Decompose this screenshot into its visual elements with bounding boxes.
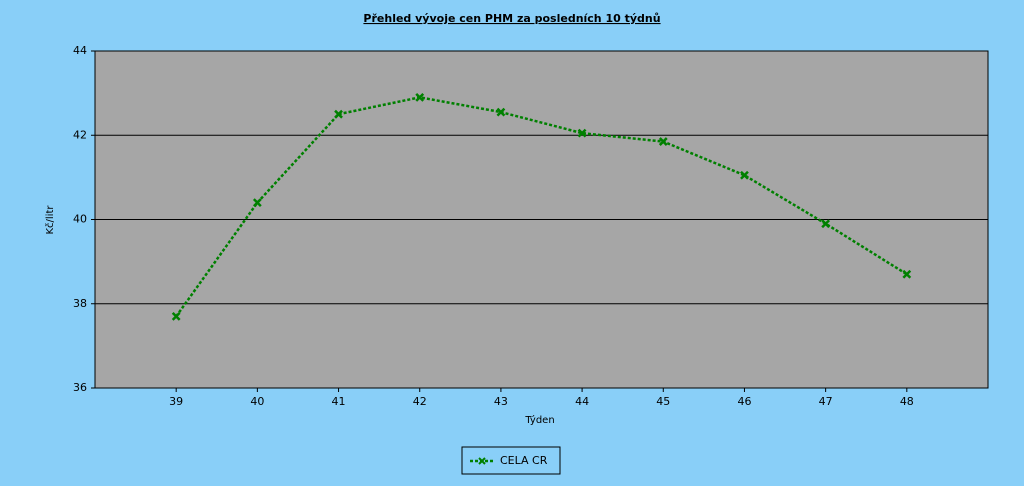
y-tick-label: 42 xyxy=(73,128,87,141)
data-point xyxy=(334,109,343,119)
x-tick-label: 42 xyxy=(413,395,427,408)
y-tick-label: 44 xyxy=(73,44,87,57)
y-axis-label: Kč/litr xyxy=(44,205,56,235)
legend-marker xyxy=(478,457,486,465)
x-tick-label: 44 xyxy=(575,395,589,408)
data-point xyxy=(171,312,181,321)
x-tick-label: 41 xyxy=(332,395,346,408)
x-tick-label: 39 xyxy=(169,395,183,408)
y-tick-label: 40 xyxy=(73,213,87,226)
chart-title: Přehled vývoje cen PHM za posledních 10 … xyxy=(363,12,660,25)
x-tick-label: 46 xyxy=(737,395,751,408)
legend-label: CELA CR xyxy=(500,454,548,467)
x-axis-label: Týden xyxy=(524,414,554,426)
x-tick-label: 47 xyxy=(819,395,833,408)
data-point xyxy=(821,219,831,229)
x-tick-label: 40 xyxy=(250,395,264,408)
x-tick-label: 45 xyxy=(656,395,670,408)
data-point xyxy=(252,198,262,208)
data-point xyxy=(902,269,912,279)
data-point xyxy=(740,170,749,180)
x-tick-label: 43 xyxy=(494,395,508,408)
data-point xyxy=(577,128,587,138)
legend-box xyxy=(461,446,561,475)
y-tick-label: 36 xyxy=(73,381,87,394)
data-line xyxy=(175,96,908,318)
data-point xyxy=(496,107,506,117)
data-point xyxy=(415,92,425,102)
data-point xyxy=(658,137,668,146)
x-tick-label: 48 xyxy=(900,395,914,408)
y-tick-label: 38 xyxy=(73,297,87,310)
